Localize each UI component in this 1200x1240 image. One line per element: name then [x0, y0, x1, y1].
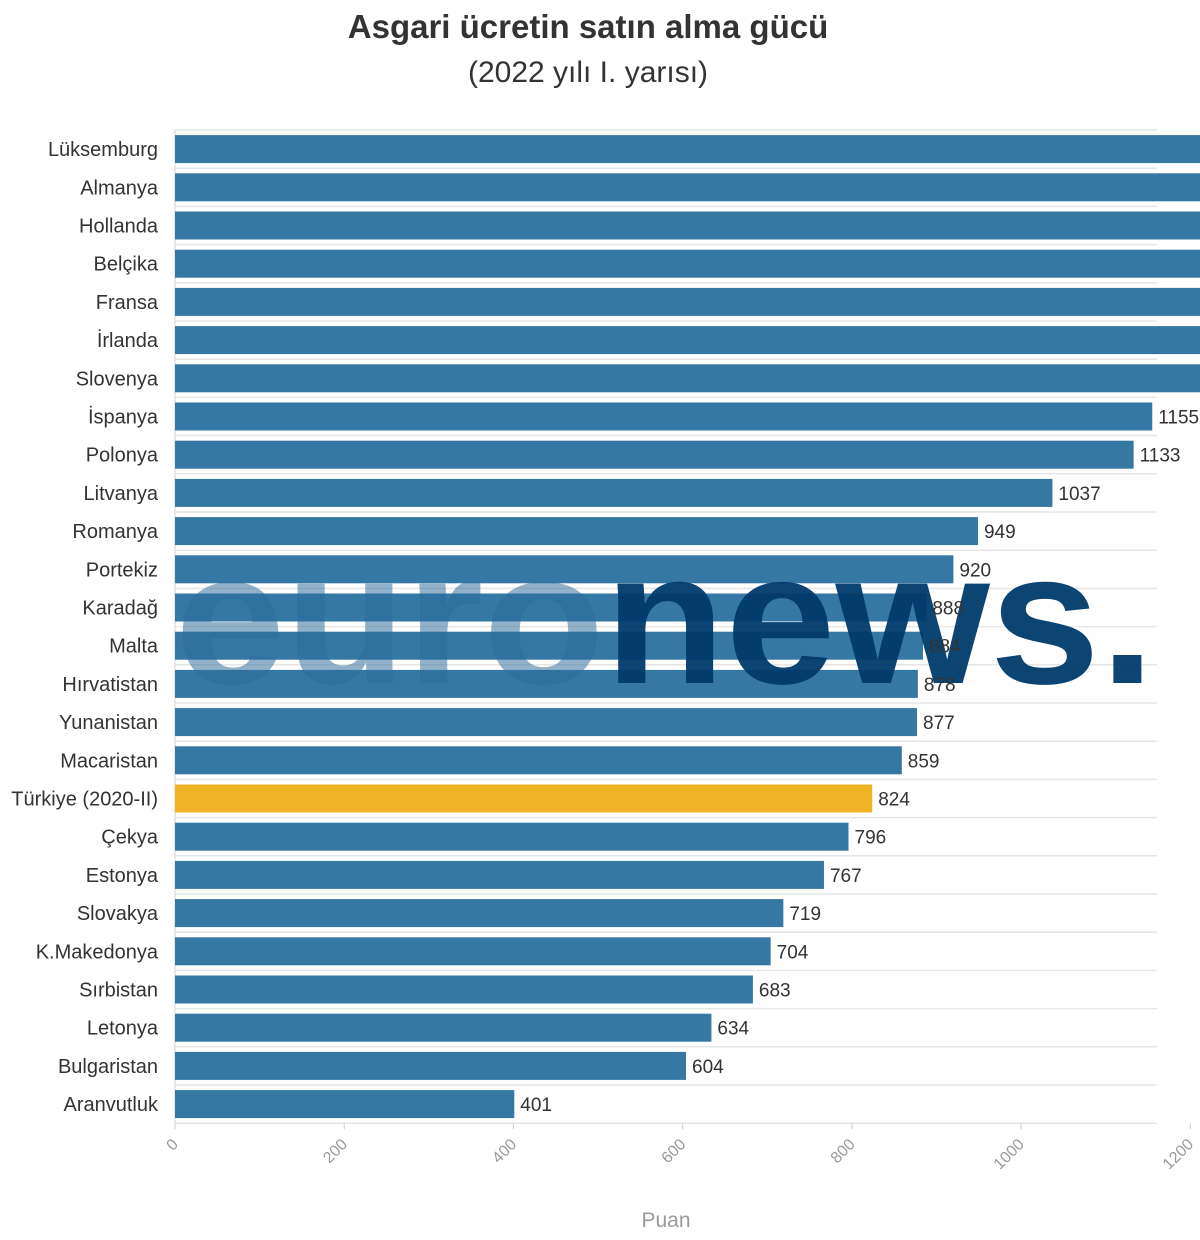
bar	[175, 1013, 712, 1042]
value-label: 884	[929, 637, 961, 658]
category-label: Portekiz	[86, 559, 158, 581]
x-tick-label: 1200	[1160, 1136, 1197, 1173]
bar	[175, 517, 978, 546]
x-tick-label: 1000	[991, 1136, 1028, 1173]
bar	[175, 364, 1200, 393]
x-tick-label: 800	[828, 1136, 859, 1167]
x-axis: 020040060080010001200140016001800Puan	[164, 1123, 1197, 1232]
bar	[175, 1090, 515, 1119]
bar	[175, 784, 873, 813]
category-label: Macaristan	[60, 750, 158, 772]
value-label: 1037	[1058, 484, 1100, 505]
bar	[175, 326, 1200, 355]
bar	[175, 669, 918, 698]
category-label: Slovenya	[76, 368, 159, 390]
bar	[175, 173, 1200, 202]
grid-lines	[174, 129, 1157, 1124]
category-label: Malta	[109, 636, 159, 658]
category-label: Aranvutluk	[64, 1094, 159, 1116]
category-label: İrlanda	[97, 329, 159, 352]
value-label: 1133	[1140, 446, 1181, 467]
x-tick-label: 0	[164, 1136, 182, 1154]
bars	[175, 135, 1200, 1119]
value-label: 877	[923, 713, 955, 734]
value-label: 1155	[1158, 408, 1199, 429]
value-label: 920	[959, 560, 991, 581]
category-label: Estonya	[86, 865, 159, 887]
category-label: Letonya	[87, 1018, 159, 1040]
value-label: 401	[520, 1095, 552, 1116]
category-label: Litvanya	[84, 483, 159, 505]
category-label: Yunanistan	[59, 712, 158, 734]
value-label: 824	[878, 790, 910, 811]
value-label: 683	[759, 981, 791, 1002]
category-label: Çekya	[101, 827, 159, 849]
value-label: 949	[984, 522, 1016, 543]
bar	[175, 822, 849, 851]
value-label: 888	[932, 599, 964, 620]
bar	[175, 746, 902, 775]
category-label: Romanya	[72, 521, 158, 543]
bar	[175, 1051, 687, 1080]
bar	[175, 860, 824, 889]
category-label: Belçika	[94, 254, 159, 276]
bar	[175, 211, 1200, 240]
category-label: Almanya	[80, 177, 159, 199]
value-label: 704	[777, 942, 809, 963]
category-label: İspanya	[88, 406, 159, 429]
x-tick-label: 600	[659, 1136, 690, 1167]
bar	[175, 402, 1153, 431]
bar	[175, 631, 923, 660]
watermark-news: news.	[604, 513, 1155, 723]
category-label: Polonya	[86, 445, 159, 467]
value-label: 634	[717, 1019, 749, 1040]
category-label: Karadağ	[82, 598, 158, 620]
bar	[175, 555, 954, 584]
category-label: Hollanda	[79, 216, 159, 238]
bar	[175, 287, 1200, 316]
bar	[175, 899, 784, 928]
value-label: 719	[789, 904, 821, 925]
category-label: Hırvatistan	[62, 674, 158, 696]
category-label: Slovakya	[77, 903, 159, 925]
bar	[175, 937, 771, 966]
bar	[175, 708, 918, 737]
bar	[175, 135, 1200, 164]
euronews-watermark: euro news.	[175, 513, 1155, 723]
category-label: K.Makedonya	[36, 941, 159, 963]
x-tick-label: 200	[320, 1136, 351, 1167]
value-label: 604	[692, 1057, 724, 1078]
category-label: Sırbistan	[79, 980, 158, 1002]
value-label: 796	[855, 828, 887, 849]
category-label: Bulgaristan	[58, 1056, 158, 1078]
bar	[175, 249, 1200, 278]
x-axis-title: Puan	[641, 1209, 690, 1232]
bar	[175, 975, 753, 1004]
bar	[175, 593, 927, 622]
value-label: 767	[830, 866, 862, 887]
watermark-euro: euro	[175, 513, 604, 723]
chart-subtitle: (2022 yılı I. yarısı)	[467, 56, 709, 89]
chart-title: Asgari ücretin satın alma gücü	[347, 8, 829, 45]
category-label: Fransa	[96, 292, 159, 314]
bar	[175, 478, 1053, 507]
labels: Lüksemburg1707Almanya1516Hollanda1490Bel…	[11, 139, 1199, 1116]
x-tick-label: 400	[489, 1136, 520, 1167]
category-label: Lüksemburg	[48, 139, 158, 161]
value-label: 878	[924, 675, 956, 696]
category-label: Türkiye (2020-II)	[11, 789, 158, 811]
value-label: 859	[908, 751, 940, 772]
bar	[175, 440, 1134, 469]
